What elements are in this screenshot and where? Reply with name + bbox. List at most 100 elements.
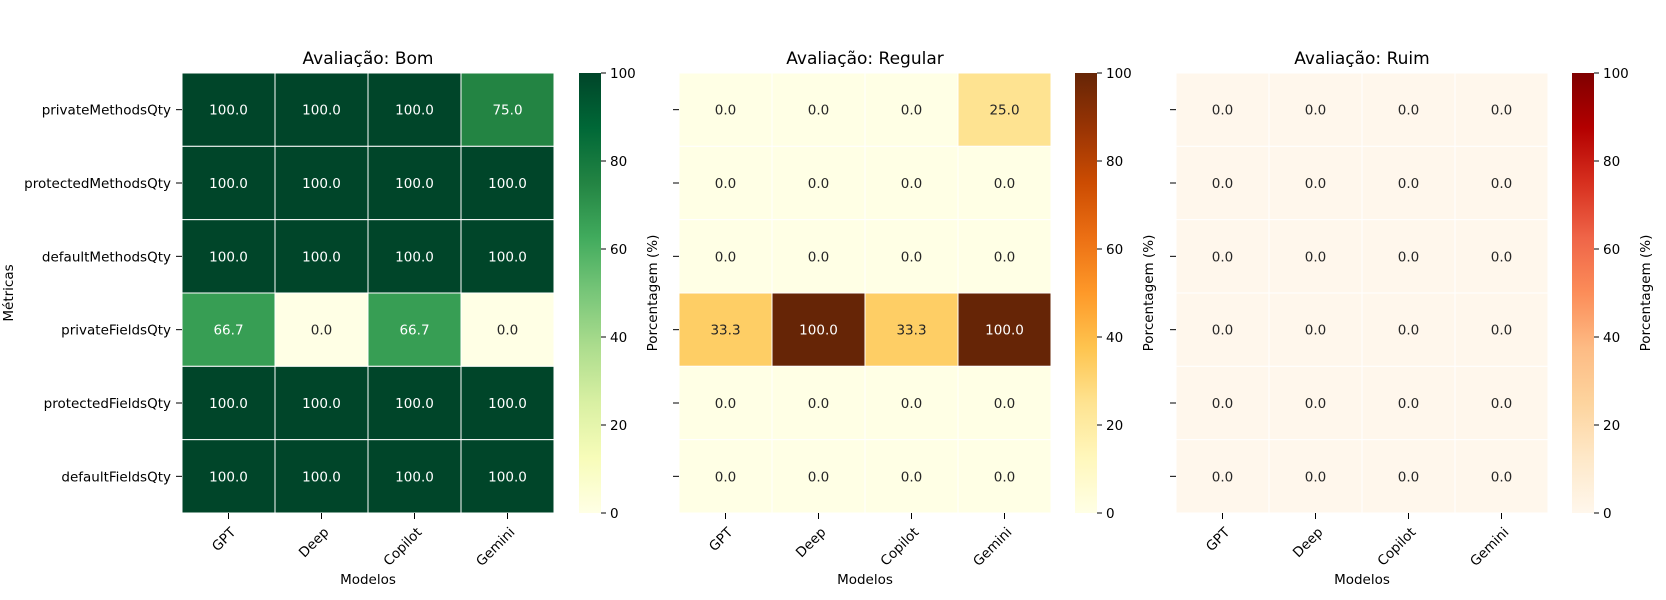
cell-value-label: 0.0 <box>1212 176 1233 192</box>
cell-value-label: 0.0 <box>1491 176 1512 192</box>
colorbar-tick-label: 100 <box>1106 66 1132 82</box>
cell-value-label: 100.0 <box>488 176 527 192</box>
y-tick-label: defaultMethodsQty <box>42 249 171 265</box>
cell-value-label: 0.0 <box>994 469 1015 485</box>
cell-value-label: 0.0 <box>994 396 1015 412</box>
colorbar-tick-label: 40 <box>1106 330 1123 346</box>
colorbar-tick-label: 60 <box>1106 242 1123 258</box>
cell-value-label: 0.0 <box>1398 323 1419 339</box>
heatmap-cell <box>274 439 369 514</box>
cell-value-label: 0.0 <box>1491 323 1512 339</box>
heatmap-cell <box>1361 145 1456 221</box>
x-tick-label: Deep <box>1290 525 1326 561</box>
cell-value-label: 0.0 <box>994 176 1015 192</box>
colorbar-tick-label: 20 <box>610 418 627 434</box>
cell-value-label: 0.0 <box>1305 103 1326 119</box>
colorbar-tick-label: 0 <box>1106 506 1115 522</box>
cell-value-label: 0.0 <box>1212 103 1233 119</box>
colorbar-tick-label: 0 <box>1603 506 1612 522</box>
cell-value-label: 100.0 <box>302 469 341 485</box>
heatmap-cell <box>181 439 276 514</box>
heatmap-cell <box>1268 439 1363 514</box>
heatmap-cell <box>1454 72 1549 147</box>
heatmap-cell <box>864 292 959 367</box>
heatmap-cell <box>957 439 1052 514</box>
heatmap-cell <box>957 145 1052 221</box>
heatmap-cell <box>181 72 276 147</box>
cell-value-label: 0.0 <box>901 103 922 119</box>
cell-value-label: 0.0 <box>1398 249 1419 265</box>
x-tick-label: Gemini <box>1467 525 1512 570</box>
heatmap-cell <box>1268 219 1363 294</box>
x-tick-label: Deep <box>296 525 332 561</box>
cell-value-label: 0.0 <box>1398 103 1419 119</box>
y-tick-label: privateFieldsQty <box>61 323 171 339</box>
heatmap-cell <box>181 292 276 367</box>
x-axis-label: Modelos <box>1334 572 1390 588</box>
heatmap-cell <box>864 365 959 441</box>
heatmap-cell <box>1454 439 1549 514</box>
heatmap-cell <box>771 292 866 367</box>
heatmap-cell <box>678 219 773 294</box>
heatmap-cell <box>1454 365 1549 441</box>
heatmap-cell <box>771 439 866 514</box>
cell-value-label: 100.0 <box>302 103 341 119</box>
heatmap-cell <box>957 365 1052 441</box>
heatmap-cell <box>1454 219 1549 294</box>
heatmap-cell <box>460 219 555 294</box>
heatmap-cell <box>274 292 369 367</box>
cell-value-label: 100.0 <box>302 396 341 412</box>
cell-value-label: 100.0 <box>799 323 838 339</box>
colorbar-tick-label: 60 <box>1603 242 1620 258</box>
cell-value-label: 33.3 <box>710 323 740 339</box>
cell-value-label: 100.0 <box>395 249 434 265</box>
heatmap-cell <box>367 439 462 514</box>
colorbar-tick-label: 40 <box>1603 330 1620 346</box>
cell-value-label: 0.0 <box>715 469 736 485</box>
cell-value-label: 66.7 <box>213 323 243 339</box>
cell-value-label: 0.0 <box>1398 469 1419 485</box>
colorbar-tick-label: 80 <box>1106 154 1123 170</box>
cell-value-label: 66.7 <box>399 323 429 339</box>
heatmap-panel-2: Avaliação: Regular 0.0 0.0 0.0 25.0 0.0 0.0 0.0… <box>673 49 1157 588</box>
heatmap-cell <box>864 219 959 294</box>
cell-value-label: 100.0 <box>985 323 1024 339</box>
cell-value-label: 100.0 <box>209 396 248 412</box>
x-tick-label: GPT <box>706 524 737 555</box>
cell-value-label: 0.0 <box>715 176 736 192</box>
colorbar <box>1075 73 1097 513</box>
cell-value-label: 75.0 <box>492 103 522 119</box>
heatmap-cell <box>1175 365 1270 441</box>
cell-value-label: 0.0 <box>1305 323 1326 339</box>
heatmap-cell <box>864 72 959 147</box>
cell-value-label: 100.0 <box>395 176 434 192</box>
y-axis-label: Métricas <box>1 264 17 321</box>
cell-value-label: 0.0 <box>311 323 332 339</box>
cell-value-label: 0.0 <box>497 323 518 339</box>
heatmap-cell <box>957 292 1052 367</box>
cell-value-label: 0.0 <box>1212 396 1233 412</box>
cell-value-label: 100.0 <box>209 176 248 192</box>
colorbar-tick-label: 20 <box>1106 418 1123 434</box>
colorbar-tick-label: 100 <box>610 66 636 82</box>
heatmap-cell <box>771 72 866 147</box>
cell-value-label: 0.0 <box>1212 469 1233 485</box>
heatmap-cell <box>1454 145 1549 221</box>
heatmap-cell <box>274 365 369 441</box>
heatmap-cell <box>181 365 276 441</box>
cell-value-label: 0.0 <box>808 176 829 192</box>
x-tick-label: Gemini <box>970 525 1015 570</box>
cell-value-label: 0.0 <box>1491 103 1512 119</box>
heatmap-cell <box>1268 145 1363 221</box>
heatmap-cell <box>367 365 462 441</box>
cell-value-label: 100.0 <box>209 469 248 485</box>
panel-title: Avaliação: Regular <box>786 49 943 69</box>
cell-value-label: 0.0 <box>1212 249 1233 265</box>
cell-value-label: 0.0 <box>1491 249 1512 265</box>
heatmap-cell <box>1268 292 1363 367</box>
panel-title: Avaliação: Ruim <box>1294 49 1429 69</box>
colorbar-tick-label: 60 <box>610 242 627 258</box>
x-tick-label: Copilot <box>1375 525 1420 570</box>
heatmap-cell <box>274 145 369 221</box>
